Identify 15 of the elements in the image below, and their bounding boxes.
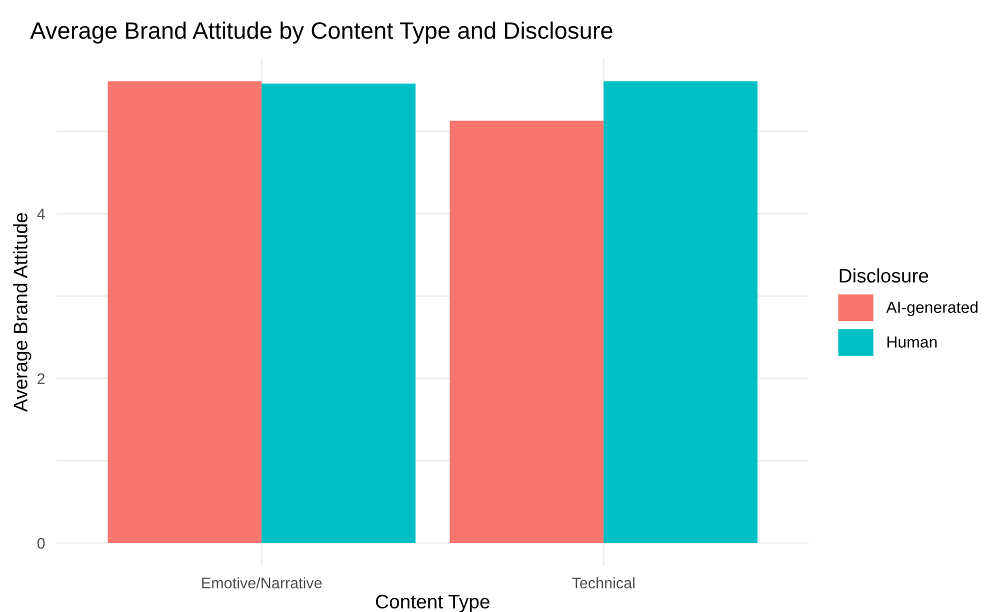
legend-label: Human <box>887 336 937 348</box>
bar <box>262 84 416 544</box>
y-axis-title: Average Brand Attitude <box>13 213 32 412</box>
bar <box>450 120 604 544</box>
x-tick-label: Technical <box>572 577 634 588</box>
legend-title: Disclosure <box>840 268 928 283</box>
chart-title: Average Brand Attitude by Content Type and Disclosure <box>30 22 612 44</box>
legend-label: AI-generated <box>886 301 978 316</box>
y-tick-label: 4 <box>37 208 45 220</box>
bar <box>108 81 262 544</box>
y-tick-label: 2 <box>38 373 45 384</box>
bar <box>604 81 758 544</box>
y-tick-label: 0 <box>37 538 45 549</box>
x-tick-label: Emotive/Narrative <box>202 577 322 588</box>
x-axis-title: Content Type <box>376 594 490 612</box>
